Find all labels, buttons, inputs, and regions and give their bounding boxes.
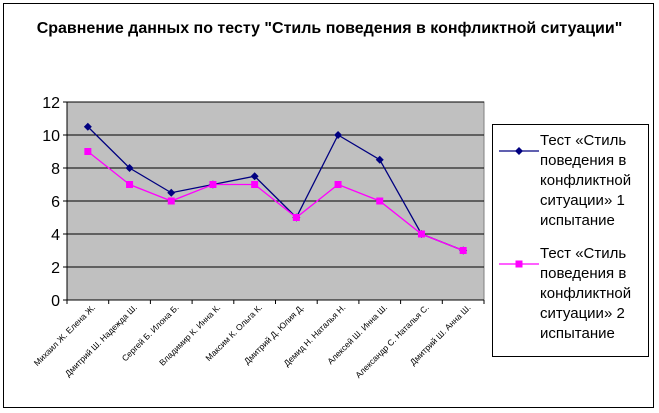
series-1-point xyxy=(250,172,259,181)
series-2-point xyxy=(459,247,467,254)
x-tick-label: Александр С. Наталья С. xyxy=(353,302,431,380)
legend-key-series-2 xyxy=(499,260,539,268)
y-tick-label: 2 xyxy=(51,260,60,277)
series-2-point xyxy=(251,181,259,188)
y-tick-label: 4 xyxy=(51,227,60,244)
legend-label-series-1: Тест «Стиль поведения в конфликтной ситу… xyxy=(540,132,632,229)
y-tick-label: 10 xyxy=(42,128,60,145)
series-2-point xyxy=(84,148,92,155)
series-1-line xyxy=(87,126,464,252)
y-tick-label: 6 xyxy=(51,194,60,211)
series-2-point xyxy=(376,197,384,205)
legend-label-series-2: Тест «Стиль поведения в конфликтной ситу… xyxy=(540,245,632,342)
series-2-line xyxy=(87,150,464,252)
y-tick-label: 8 xyxy=(51,161,60,178)
series-2-point xyxy=(209,181,217,188)
series-1-point xyxy=(167,188,176,197)
series-2-point xyxy=(334,181,342,188)
series-1-point xyxy=(125,164,134,172)
chart-title: Сравнение данных по тесту "Стиль поведен… xyxy=(36,20,623,37)
chart-legend: Тест «Стиль поведения в конфликтной ситу… xyxy=(492,124,649,357)
x-tick-label: Дмитрий Ш. Надежда Ш. xyxy=(63,302,139,378)
series-2-point xyxy=(292,214,300,221)
series-1-point xyxy=(334,131,343,139)
legend-entry-series-2: Тест «Стиль поведения в конфликтной ситу… xyxy=(493,244,650,354)
series-2-point xyxy=(126,181,134,188)
y-tick-label: 0 xyxy=(51,293,60,310)
series-1-point xyxy=(375,155,384,164)
series-2-point xyxy=(417,230,425,238)
legend-key-series-1 xyxy=(499,147,539,155)
y-tick-label: 12 xyxy=(42,95,60,112)
series-1-point xyxy=(83,122,92,131)
legend-entry-series-1: Тест «Стиль поведения в конфликтной ситу… xyxy=(493,131,650,241)
chart-frame: Сравнение данных по тесту "Стиль поведен… xyxy=(3,3,654,408)
series-2-point xyxy=(167,197,175,205)
